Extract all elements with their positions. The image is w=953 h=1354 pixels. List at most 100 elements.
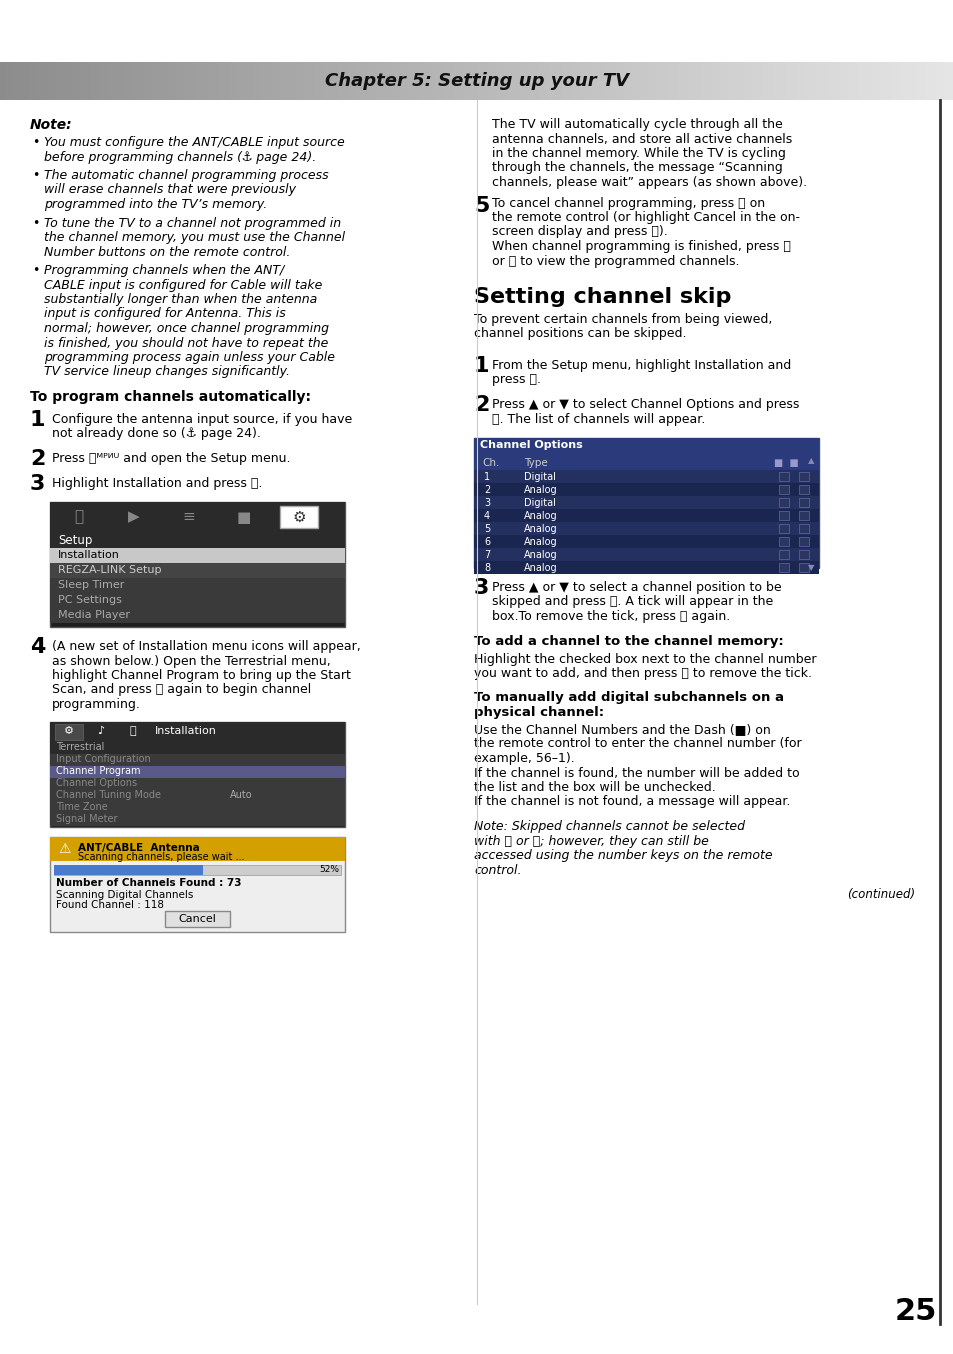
Bar <box>624 62 630 100</box>
Bar <box>50 837 345 861</box>
Bar <box>110 62 115 100</box>
Bar <box>779 563 788 571</box>
Text: as shown below.) Open the Terrestrial menu,: as shown below.) Open the Terrestrial me… <box>52 654 331 668</box>
Bar <box>476 62 482 100</box>
Text: •: • <box>32 169 39 181</box>
Bar <box>572 62 578 100</box>
Text: 4: 4 <box>483 510 490 521</box>
Bar <box>474 437 818 456</box>
Bar <box>50 502 345 627</box>
Bar <box>50 593 345 608</box>
Text: substantially longer than when the antenna: substantially longer than when the anten… <box>44 292 317 306</box>
Bar <box>901 62 906 100</box>
Text: 2: 2 <box>30 450 46 468</box>
Text: To program channels automatically:: To program channels automatically: <box>30 390 311 403</box>
Bar <box>496 62 501 100</box>
Bar <box>253 62 258 100</box>
Bar <box>734 62 740 100</box>
Text: Digital: Digital <box>523 498 556 508</box>
Bar <box>324 62 330 100</box>
Bar <box>924 62 930 100</box>
Text: example, 56–1).: example, 56–1). <box>474 751 574 765</box>
Bar <box>280 506 317 528</box>
Bar <box>619 62 625 100</box>
Bar <box>286 62 292 100</box>
Bar <box>481 62 487 100</box>
Bar <box>799 524 808 533</box>
Bar <box>50 578 345 593</box>
Bar <box>410 62 416 100</box>
Text: antenna channels, and store all active channels: antenna channels, and store all active c… <box>492 133 791 145</box>
Bar <box>24 62 30 100</box>
Bar <box>858 62 863 100</box>
Bar <box>86 62 91 100</box>
Text: Number of Channels Found : 73: Number of Channels Found : 73 <box>56 879 241 888</box>
Bar <box>591 62 597 100</box>
Bar <box>5 62 10 100</box>
Bar <box>834 62 840 100</box>
Text: ≡: ≡ <box>182 509 195 524</box>
Text: Cancel: Cancel <box>178 914 216 923</box>
Bar <box>195 62 201 100</box>
Bar <box>510 62 516 100</box>
Bar <box>29 62 34 100</box>
Text: in the channel memory. While the TV is cycling: in the channel memory. While the TV is c… <box>492 148 785 160</box>
Text: 52%: 52% <box>318 865 338 875</box>
Bar <box>267 62 273 100</box>
Text: Signal Meter: Signal Meter <box>56 815 117 825</box>
Bar <box>705 62 711 100</box>
Bar <box>799 563 808 571</box>
Bar <box>672 62 678 100</box>
Bar <box>715 62 720 100</box>
Text: CABLE input is configured for Cable will take: CABLE input is configured for Cable will… <box>44 279 322 291</box>
Text: ⓔ. The list of channels will appear.: ⓔ. The list of channels will appear. <box>492 413 704 425</box>
Bar <box>372 62 377 100</box>
Text: screen display and press ⓔ).: screen display and press ⓔ). <box>492 226 667 238</box>
Bar <box>57 62 63 100</box>
Bar <box>799 510 808 520</box>
Bar <box>114 62 120 100</box>
Bar <box>50 742 345 753</box>
Bar <box>615 62 620 100</box>
Text: press ⓔ.: press ⓔ. <box>492 374 540 386</box>
Bar <box>52 62 58 100</box>
Text: 2: 2 <box>483 485 490 496</box>
Bar <box>753 62 759 100</box>
Text: Found Channel : 118: Found Channel : 118 <box>56 900 164 910</box>
Bar <box>50 777 345 789</box>
Text: highlight Channel Program to bring up the Start: highlight Channel Program to bring up th… <box>52 669 351 682</box>
Bar <box>124 62 130 100</box>
Text: Analog: Analog <box>523 538 558 547</box>
Text: is finished, you should not have to repeat the: is finished, you should not have to repe… <box>44 337 328 349</box>
Text: 7: 7 <box>483 550 490 561</box>
Bar <box>272 62 277 100</box>
Text: If the channel is not found, a message will appear.: If the channel is not found, a message w… <box>474 796 789 808</box>
Bar <box>943 62 949 100</box>
Bar <box>424 62 430 100</box>
Text: Analog: Analog <box>523 485 558 496</box>
Text: 5: 5 <box>474 196 489 217</box>
Text: input is configured for Antenna. This is: input is configured for Antenna. This is <box>44 307 286 321</box>
Bar <box>700 62 706 100</box>
Text: programming process again unless your Cable: programming process again unless your Ca… <box>44 351 335 364</box>
Text: channel positions can be skipped.: channel positions can be skipped. <box>474 328 686 340</box>
Text: will erase channels that were previously: will erase channels that were previously <box>44 184 295 196</box>
Bar <box>67 62 72 100</box>
Bar <box>457 62 463 100</box>
Bar <box>76 62 82 100</box>
Bar <box>138 62 144 100</box>
Text: before programming channels (⚓ page 24).: before programming channels (⚓ page 24). <box>44 150 315 164</box>
Bar <box>281 62 287 100</box>
Bar <box>779 550 788 559</box>
Text: Analog: Analog <box>523 563 558 573</box>
Text: The automatic channel programming process: The automatic channel programming proces… <box>44 169 328 181</box>
Text: the channel memory, you must use the Channel: the channel memory, you must use the Cha… <box>44 232 345 244</box>
Text: ANT/CABLE  Antenna: ANT/CABLE Antenna <box>78 844 199 853</box>
Bar <box>910 62 916 100</box>
Text: Installation: Installation <box>154 727 216 737</box>
Bar <box>534 62 539 100</box>
Bar <box>762 62 768 100</box>
Bar <box>50 563 345 578</box>
Bar <box>548 62 554 100</box>
Bar <box>176 62 182 100</box>
